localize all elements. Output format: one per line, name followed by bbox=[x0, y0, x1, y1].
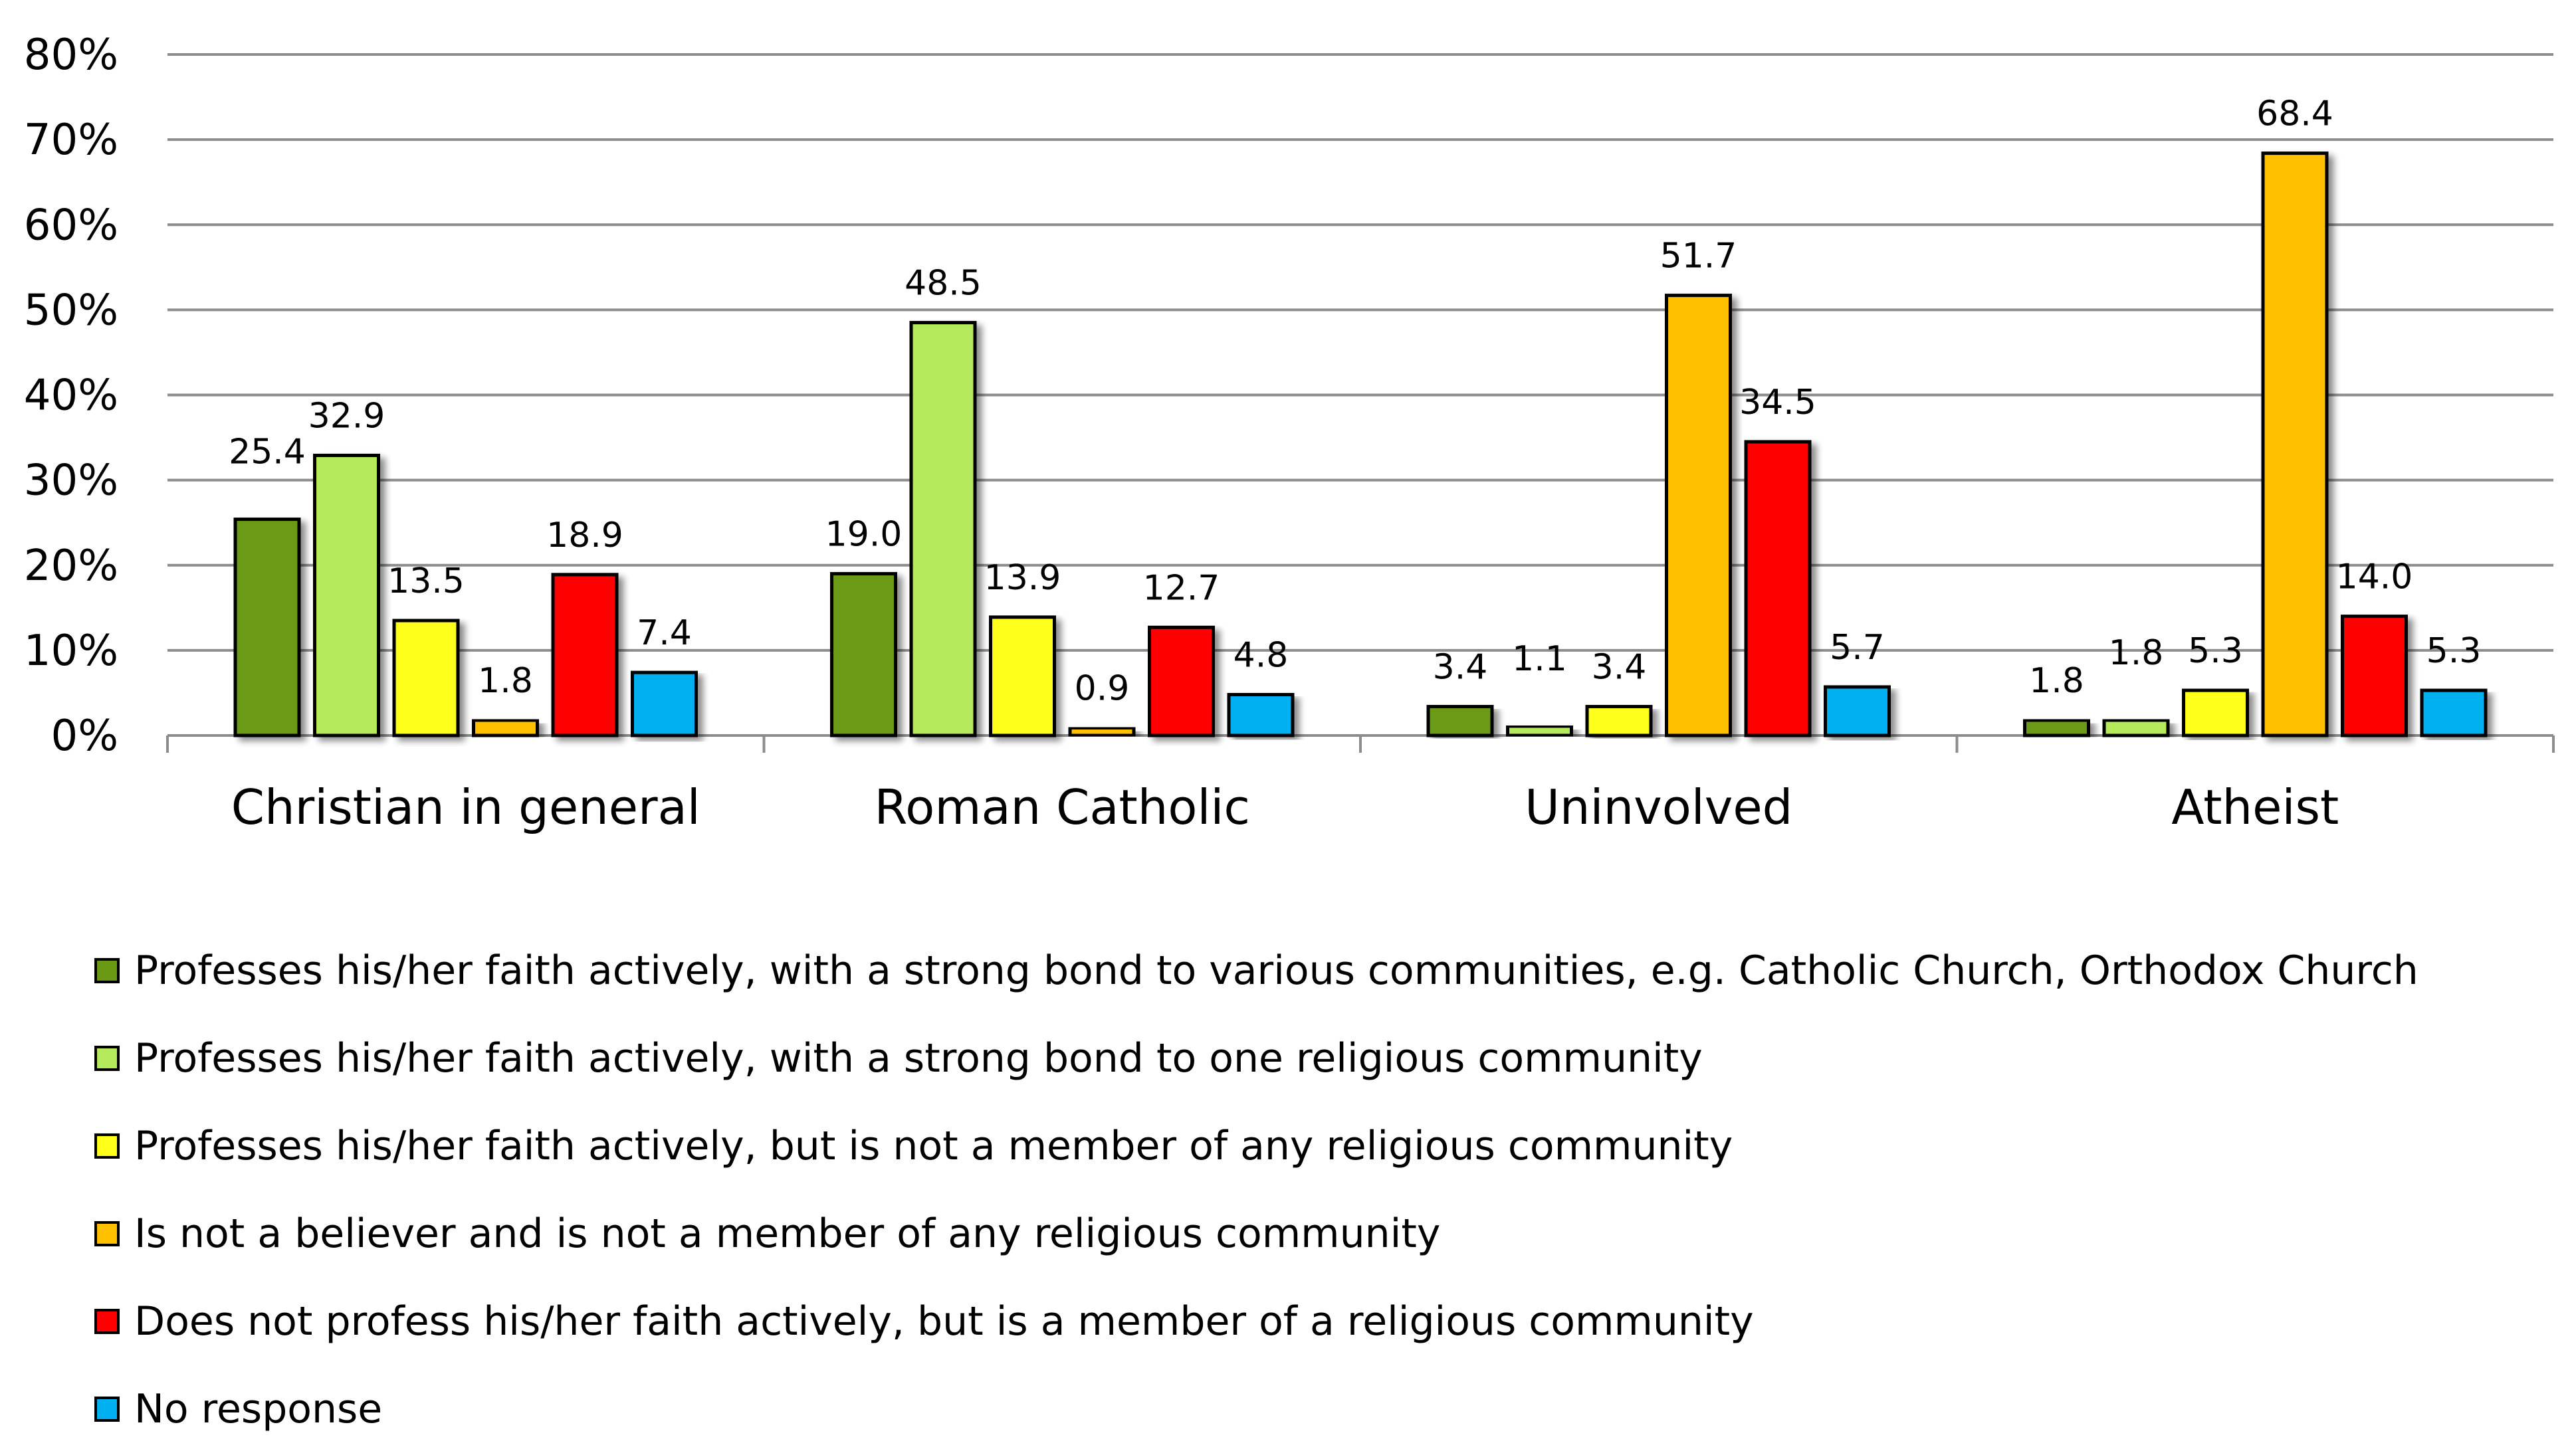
data-label: 1.8 bbox=[478, 661, 533, 701]
category-label: Christian in general bbox=[231, 779, 700, 835]
bar bbox=[830, 572, 897, 737]
legend-label: Is not a believer and is not a member of… bbox=[134, 1211, 1441, 1257]
data-label: 3.4 bbox=[1433, 647, 1488, 687]
data-label: 48.5 bbox=[905, 264, 982, 304]
data-label: 5.3 bbox=[2188, 631, 2243, 671]
data-label: 51.7 bbox=[1660, 237, 1737, 276]
data-label: 14.0 bbox=[2336, 557, 2413, 597]
legend-label: Professes his/her faith actively, but is… bbox=[134, 1123, 1733, 1169]
category-label: Atheist bbox=[2171, 779, 2339, 835]
data-label: 3.4 bbox=[1592, 647, 1647, 687]
legend-item: Professes his/her faith actively, but is… bbox=[94, 1102, 2418, 1190]
legend-swatch bbox=[94, 1046, 120, 1071]
bar bbox=[1068, 726, 1136, 737]
bar bbox=[1744, 440, 1812, 737]
y-tick-label: 30% bbox=[24, 456, 118, 506]
data-label: 13.9 bbox=[984, 558, 1061, 598]
legend-swatch bbox=[94, 1133, 120, 1159]
y-tick-label: 20% bbox=[24, 541, 118, 591]
bar bbox=[472, 718, 539, 737]
bar bbox=[989, 615, 1056, 737]
bar bbox=[1227, 693, 1295, 737]
legend-label: No response bbox=[134, 1386, 383, 1432]
category-label: Roman Catholic bbox=[874, 779, 1250, 835]
bar bbox=[313, 453, 380, 737]
bar bbox=[1665, 294, 1732, 737]
bar bbox=[392, 619, 460, 737]
y-tick-label: 60% bbox=[24, 201, 118, 250]
data-label: 7.4 bbox=[637, 613, 692, 653]
data-label: 19.0 bbox=[825, 515, 903, 555]
legend-label: Professes his/her faith actively, with a… bbox=[134, 947, 2418, 994]
bar bbox=[1585, 704, 1653, 737]
legend-swatch bbox=[94, 1221, 120, 1246]
y-tick-label: 50% bbox=[24, 286, 118, 335]
bar bbox=[1148, 625, 1215, 737]
data-label: 1.8 bbox=[2029, 661, 2084, 701]
bar bbox=[2341, 615, 2408, 737]
data-label: 12.7 bbox=[1143, 568, 1220, 608]
legend-item: No response bbox=[94, 1365, 2418, 1453]
data-label: 4.8 bbox=[1234, 636, 1289, 676]
bar bbox=[2102, 718, 2170, 737]
data-label: 25.4 bbox=[229, 433, 306, 472]
data-label: 0.9 bbox=[1075, 668, 1130, 708]
y-tick-label: 0% bbox=[51, 712, 118, 761]
y-tick-label: 70% bbox=[24, 116, 118, 165]
bar bbox=[233, 518, 301, 737]
data-label: 32.9 bbox=[308, 396, 385, 436]
data-label: 5.7 bbox=[1830, 628, 1885, 668]
bar bbox=[2182, 688, 2249, 737]
legend-swatch bbox=[94, 1309, 120, 1334]
bar bbox=[2261, 151, 2329, 737]
legend-item: Professes his/her faith actively, with a… bbox=[94, 927, 2418, 1015]
data-label: 68.4 bbox=[2256, 94, 2333, 134]
legend-item: Is not a believer and is not a member of… bbox=[94, 1190, 2418, 1278]
legend-item: Professes his/her faith actively, with a… bbox=[94, 1015, 2418, 1102]
bar bbox=[551, 573, 619, 737]
data-label: 18.9 bbox=[546, 516, 623, 555]
category-label: Uninvolved bbox=[1525, 779, 1792, 835]
bar bbox=[2420, 688, 2488, 737]
y-tick-label: 80% bbox=[24, 31, 118, 80]
y-tick-label: 10% bbox=[24, 627, 118, 676]
data-label: 34.5 bbox=[1739, 383, 1816, 423]
legend-item: Does not profess his/her faith actively,… bbox=[94, 1278, 2418, 1365]
legend-label: Does not profess his/her faith actively,… bbox=[134, 1298, 1754, 1345]
legend-label: Professes his/her faith actively, with a… bbox=[134, 1035, 1703, 1082]
bar bbox=[1824, 685, 1891, 737]
data-label: 1.8 bbox=[2109, 633, 2164, 673]
chart-legend: Professes his/her faith actively, with a… bbox=[94, 927, 2418, 1453]
bar bbox=[909, 321, 977, 737]
legend-swatch bbox=[94, 958, 120, 983]
y-tick-label: 40% bbox=[24, 371, 118, 421]
data-label: 5.3 bbox=[2426, 631, 2482, 671]
data-label: 1.1 bbox=[1512, 639, 1567, 679]
bar bbox=[631, 670, 698, 737]
data-label: 13.5 bbox=[387, 561, 465, 601]
bar bbox=[1506, 724, 1573, 737]
legend-swatch bbox=[94, 1397, 120, 1422]
bar bbox=[1426, 704, 1494, 737]
bar bbox=[2023, 718, 2090, 737]
